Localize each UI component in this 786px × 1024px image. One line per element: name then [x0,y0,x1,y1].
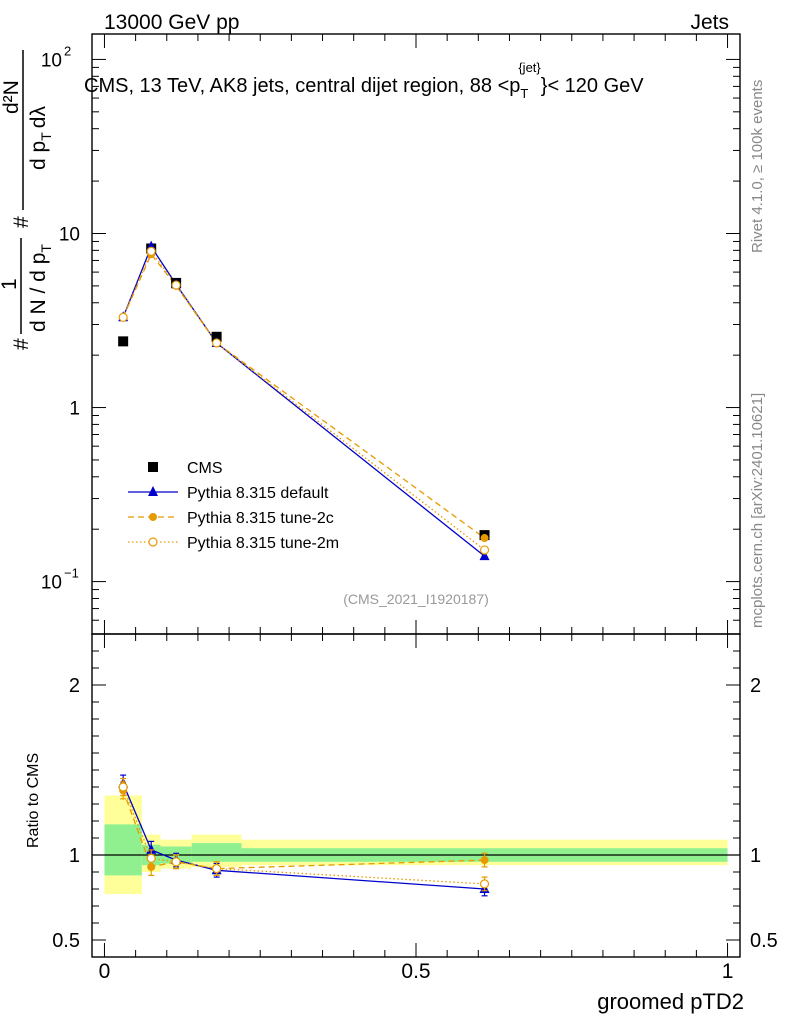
y-label-frac-den-main: d p [27,141,50,170]
ratio-panel-frame [91,633,741,958]
legend-marker-0 [148,462,158,472]
y-label-hash-2: # [10,216,33,228]
legend-marker-1 [148,486,158,496]
series-3-point-0 [118,312,128,322]
series-points [118,240,490,561]
ratio-2-point-4 [480,856,489,865]
y-label-frac-den-sub: T [38,132,54,141]
ratio-3-point-4 [479,879,490,889]
series-0-point-3 [211,331,222,342]
x-tick-label-0: 0 [99,960,111,983]
series-3-point-1 [146,246,156,256]
y-rat-tick-label-l-1: 1 [69,845,80,867]
plot-title-sub: T [520,86,528,101]
ratio-3-point-2 [171,857,181,867]
y-top-tick-exp-0: −1 [64,566,79,581]
y-label-frac-num: d²N [0,80,23,114]
mcplots-label: mcplots.cern.ch [arXiv:2401.10621] [749,393,766,628]
plot-title-sup: {jet} [518,60,541,75]
y-label-frac-den-tail: dλ [27,106,50,129]
legend: CMS Pythia 8.315 default Pythia 8.315 tune… [128,460,339,552]
axis-ticks [92,34,740,958]
legend-label-0: CMS [187,460,223,477]
rivet-label: Rivet 4.1.0, ≥ 100k events [749,80,766,253]
analysis-watermark: (CMS_2021_I1920187) [343,591,489,607]
ratio-3-point-0 [118,782,128,792]
y-top-tick-label-1: 1 [69,399,80,420]
plot-title-end: }< 120 GeV [541,75,645,97]
series-3-point-4 [479,545,490,555]
y-label-frac-den: d pTdλ [27,106,54,170]
plot-title: CMS, 13 TeV, AK8 jets, central dijet reg… [84,60,644,101]
ratio-line-2 [122,790,485,870]
header-left: 13000 GeV pp [104,11,239,34]
series-3-point-3 [212,338,222,348]
ratio-3-point-3 [212,863,222,874]
band-inner-0 [104,824,142,876]
y-rat-tick-label-r-0: 0.5 [750,930,778,952]
y-rat-tick-label-r-1: 1 [750,845,761,867]
y-top-tick-label-3: 10 [41,50,62,71]
legend-label-1: Pythia 8.315 default [187,485,329,502]
legend-label-3: Pythia 8.315 tune-2m [187,535,339,552]
band-inner-3 [191,843,242,862]
y-top-tick-exp-3: 2 [64,43,71,58]
x-tick-label-1: 0.5 [401,960,430,983]
ratio-bands [104,795,728,895]
ratio-3-point-1 [146,853,156,864]
y-rat-tick-label-l-0: 0.5 [52,930,80,952]
series-3-point-2 [171,280,181,290]
legend-marker-3 [148,537,158,547]
y-rat-tick-label-l-2: 2 [69,675,80,697]
y-label-den: d N / d pT [27,244,54,332]
series-line-3 [122,250,485,551]
y-label-den-main: d N / d p [27,253,50,332]
y-label-one: 1 [0,278,21,290]
series-0-point-0 [118,336,129,347]
y-top-tick-label-0: 10 [41,573,62,594]
legend-label-2: Pythia 8.315 tune-2c [187,510,334,527]
plot-title-main: CMS, 13 TeV, AK8 jets, central dijet reg… [84,75,520,97]
ratio-line-3 [122,786,485,885]
y-top-tick-label-2: 10 [59,224,80,245]
series-1-point-4 [479,550,490,561]
ratio-line-1 [122,783,485,890]
y-axis-label-top: # 1 d N / d pT # d²N d pTdλ [0,50,54,350]
y-label-hash-1: # [10,338,33,350]
series-2-point-4 [480,534,489,543]
y-label-den-sub: T [38,244,54,253]
x-tick-label-2: 1 [722,960,734,983]
x-axis-label: groomed pTD2 [597,989,744,1014]
header-right: Jets [690,11,729,34]
y-axis-label-ratio: Ratio to CMS [25,753,42,848]
y-rat-tick-label-r-2: 2 [750,675,761,697]
ratio-series [118,774,490,897]
legend-marker-2 [149,513,157,521]
